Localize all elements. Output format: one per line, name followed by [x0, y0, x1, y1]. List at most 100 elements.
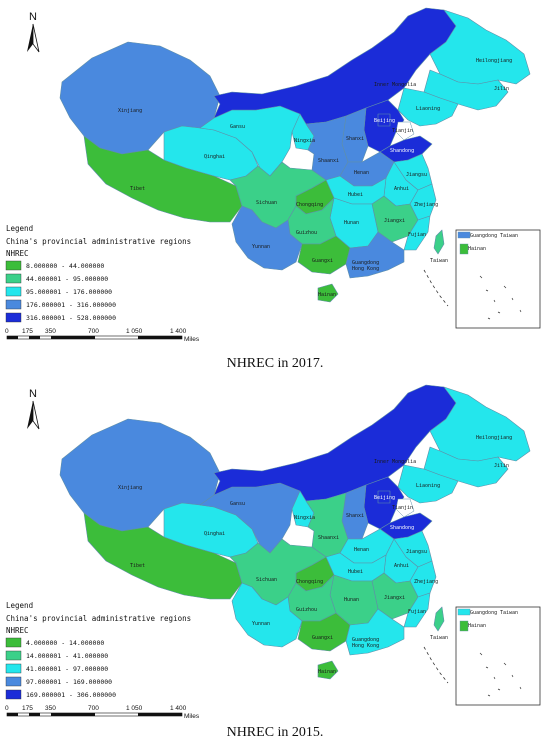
label-taiwan: Taiwan — [430, 635, 448, 641]
label-guangxi: Guangxi — [312, 635, 333, 641]
legend-item-2: 14.000001 - 41.000000 — [26, 652, 108, 660]
label-gansu: Gansu — [230, 124, 245, 130]
legend-item-1: 4.000000 - 14.000000 — [26, 639, 104, 647]
bohai-sea — [395, 498, 415, 518]
label-shaanxi: Shaanxi — [318, 535, 339, 541]
label-jiangxi: Jiangxi — [384, 595, 405, 601]
svg-text:1 400: 1 400 — [170, 705, 187, 712]
legend-layer: China's provincial administrative region… — [6, 614, 191, 623]
north-label: N — [29, 11, 37, 23]
province-yunnan[interactable] — [231, 205, 303, 271]
label-guangdong: Guangdong — [352, 260, 379, 266]
bohai-sea — [395, 121, 415, 141]
svg-text:700: 700 — [88, 328, 99, 335]
inset-label-taiwan: Taiwan — [500, 610, 518, 616]
south-china-sea-inset: Guangdong Taiwan Hainan — [455, 229, 541, 329]
north-label: N — [29, 388, 37, 400]
label-hong-kong: Hong Kong — [352, 643, 379, 649]
label-jilin: Jilin — [494, 86, 509, 92]
legend-swatch-2 — [5, 273, 22, 284]
province-beijing[interactable] — [377, 113, 391, 127]
label-hong-kong: Hong Kong — [352, 266, 379, 272]
legend-swatch-1 — [5, 637, 22, 648]
label-henan: Henan — [354, 547, 369, 553]
label-jilin: Jilin — [494, 463, 509, 469]
inset-label-guangdong: Guangdong — [470, 233, 497, 239]
label-xinjiang: Xinjiang — [118, 108, 142, 114]
svg-text:350: 350 — [45, 328, 56, 335]
legend-swatch-3 — [5, 663, 22, 674]
svg-text:1 400: 1 400 — [170, 328, 187, 335]
label-jiangxi: Jiangxi — [384, 218, 405, 224]
legend-title: Legend — [6, 224, 33, 233]
map-panel-2017: N — [5, 7, 541, 371]
map-svg-2015: N — [5, 384, 541, 720]
province-labels: Xinjiang Tibet Qinghai Gansu Inner Mongo… — [118, 58, 512, 298]
province-beijing[interactable] — [377, 490, 391, 504]
inset-label-taiwan: Taiwan — [500, 233, 518, 239]
label-shanxi: Shanxi — [346, 136, 364, 142]
label-tianjin: Tianjin — [392, 505, 413, 511]
label-heilongjiang: Heilongjiang — [476, 435, 512, 441]
province-guangdong[interactable] — [345, 608, 405, 656]
legend-item-5: 169.000001 - 306.000000 — [26, 691, 116, 699]
legend-item-4: 97.000001 - 169.000000 — [26, 678, 112, 686]
label-inner-mongolia: Inner Mongolia — [374, 459, 416, 465]
scale-bar: 0 175 350 700 1 050 1 400 Miles — [5, 328, 200, 343]
legend-layer: China's provincial administrative region… — [6, 237, 191, 246]
legend-swatch-2 — [5, 650, 22, 661]
inset-label-guangdong: Guangdong — [470, 610, 497, 616]
label-shanxi: Shanxi — [346, 513, 364, 519]
province-taiwan[interactable] — [433, 606, 445, 632]
label-hainan: Hainan — [318, 669, 336, 675]
label-tibet: Tibet — [130, 563, 145, 569]
label-gansu: Gansu — [230, 501, 245, 507]
label-beijing: Beijing — [374, 118, 395, 124]
label-liaoning: Liaoning — [416, 106, 440, 112]
legend-swatch-4 — [5, 676, 22, 687]
label-heilongjiang: Heilongjiang — [476, 58, 512, 64]
inset-label-hainan: Hainan — [468, 623, 486, 629]
label-yunnan: Yunnan — [252, 621, 270, 627]
label-tianjin: Tianjin — [392, 128, 413, 134]
legend-swatch-1 — [5, 260, 22, 271]
legend-swatch-3 — [5, 286, 22, 297]
svg-text:175: 175 — [22, 705, 33, 712]
province-liaoning[interactable] — [397, 87, 459, 127]
svg-text:350: 350 — [45, 705, 56, 712]
label-qinghai: Qinghai — [204, 531, 225, 537]
province-inner-mongolia[interactable] — [213, 384, 457, 502]
svg-text:Miles: Miles — [184, 336, 200, 343]
inset-label-hainan: Hainan — [468, 246, 486, 252]
label-hubei: Hubei — [348, 192, 363, 198]
province-hainan[interactable] — [317, 660, 339, 680]
province-taiwan[interactable] — [433, 229, 445, 255]
label-liaoning: Liaoning — [416, 483, 440, 489]
legend-swatch-5 — [5, 312, 22, 323]
label-guizhou: Guizhou — [296, 230, 317, 236]
label-sichuan: Sichuan — [256, 577, 277, 583]
north-arrow: N — [27, 11, 40, 53]
map-panel-2015: N — [0, 377, 550, 747]
svg-text:0: 0 — [5, 328, 9, 335]
svg-text:0: 0 — [5, 705, 9, 712]
label-anhui: Anhui — [394, 563, 409, 569]
province-hainan[interactable] — [317, 283, 339, 303]
province-yunnan[interactable] — [231, 582, 303, 648]
label-shandong: Shandong — [390, 148, 414, 154]
label-jiangsu: Jiangsu — [406, 549, 427, 555]
label-guangdong: Guangdong — [352, 637, 379, 643]
label-xinjiang: Xinjiang — [118, 485, 142, 491]
label-ningxia: Ningxia — [294, 138, 315, 144]
label-ningxia: Ningxia — [294, 515, 315, 521]
label-shaanxi: Shaanxi — [318, 158, 339, 164]
province-liaoning[interactable] — [397, 464, 459, 504]
province-inner-mongolia[interactable] — [213, 7, 457, 125]
label-guizhou: Guizhou — [296, 607, 317, 613]
legend-item-2: 44.000001 - 95.000000 — [26, 275, 108, 283]
map-svg-2017: N — [5, 7, 541, 343]
legend: Legend China's provincial administrative… — [5, 601, 191, 700]
legend-item-1: 8.000000 - 44.000000 — [26, 262, 104, 270]
province-guangdong[interactable] — [345, 231, 405, 279]
label-shandong: Shandong — [390, 525, 414, 531]
